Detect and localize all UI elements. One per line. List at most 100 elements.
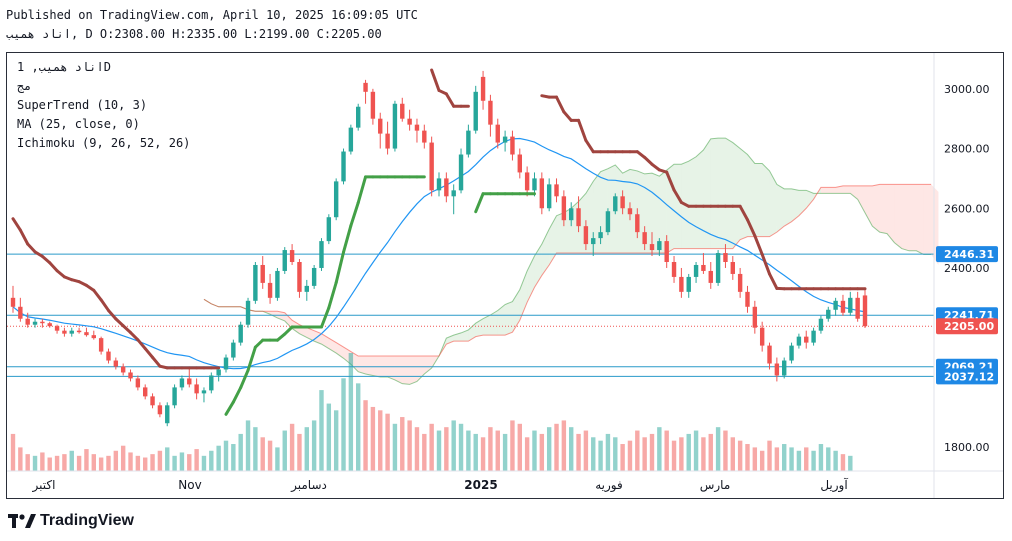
volume-bar xyxy=(209,450,214,471)
candle-body xyxy=(569,208,574,221)
candle xyxy=(598,226,603,245)
volume-bar xyxy=(201,455,207,471)
candle xyxy=(613,193,618,215)
candle xyxy=(326,214,332,245)
candle-body xyxy=(862,295,868,327)
supertrend-segment xyxy=(11,217,22,232)
candle-body xyxy=(128,372,133,379)
candle-body xyxy=(333,181,339,218)
candle xyxy=(209,372,214,394)
candle-body xyxy=(708,270,713,283)
candle-body xyxy=(245,300,251,325)
volume-bar xyxy=(319,390,324,471)
candle xyxy=(627,202,633,221)
candle xyxy=(304,279,309,301)
candle-body xyxy=(855,297,860,319)
tradingview-logo-icon xyxy=(8,514,36,528)
legend-supertrend[interactable]: SuperTrend (10, 3) xyxy=(17,98,147,112)
supertrend-segment xyxy=(18,228,30,246)
candle-body xyxy=(510,136,515,155)
tradingview-logo[interactable]: TradingView xyxy=(8,512,134,530)
candle-body xyxy=(231,342,236,358)
price-axis-label: 1800.00 xyxy=(944,441,990,454)
candle xyxy=(253,262,258,304)
supertrend-segment xyxy=(356,175,368,205)
candle xyxy=(671,256,677,283)
candle-body xyxy=(715,253,721,283)
time-axis: اکتبر Nov دسامبر 2025 فوریه مارس آوریل xyxy=(32,477,849,493)
supertrend-segment xyxy=(239,368,250,390)
volume-bar xyxy=(69,450,74,471)
cloud-segment xyxy=(696,150,704,249)
cloud-segment xyxy=(703,138,711,249)
legend-ichimoku[interactable]: Ichimoku (9, 26, 52, 26) xyxy=(17,136,190,150)
volume-bar xyxy=(532,430,537,471)
supertrend-segment xyxy=(40,254,52,265)
candle-body xyxy=(179,378,185,388)
candle xyxy=(774,357,780,382)
candle xyxy=(201,387,207,403)
supertrend-segment xyxy=(136,338,147,351)
candle xyxy=(106,348,111,364)
candle-body xyxy=(444,178,449,197)
volume-bar xyxy=(488,427,493,471)
supertrend-segment xyxy=(577,118,588,142)
candle-body xyxy=(664,241,669,262)
candle-body xyxy=(759,327,765,346)
candle-body xyxy=(150,396,155,406)
candle-body xyxy=(10,297,16,307)
supertrend-segment xyxy=(584,138,595,154)
candle-body xyxy=(275,270,280,298)
cloud-segment xyxy=(659,170,667,254)
candle xyxy=(407,109,412,131)
candle-body xyxy=(414,124,420,131)
candle-body xyxy=(341,151,346,182)
candle-body xyxy=(466,130,471,155)
volume-bar xyxy=(311,420,317,471)
candle xyxy=(282,247,287,274)
candle xyxy=(502,130,508,152)
candle-body xyxy=(378,118,383,134)
volume-bar xyxy=(818,444,824,471)
candle-body xyxy=(796,336,802,346)
chart-frame[interactable]: 3000.00 2800.00 2600.00 2400.00 1800.00 2446… xyxy=(6,52,1004,499)
candle xyxy=(275,267,280,301)
legend-ma[interactable]: MA (25, close, 0) xyxy=(17,117,140,131)
candle xyxy=(267,273,273,304)
price-axis-label: 2800.00 xyxy=(944,143,990,156)
candle-body xyxy=(69,330,74,334)
candle xyxy=(539,172,545,215)
cloud-segment xyxy=(387,356,395,380)
time-axis-label: مارس xyxy=(700,478,731,493)
candle xyxy=(796,333,802,349)
cloud-segment xyxy=(776,184,785,233)
volume-bar xyxy=(649,433,655,471)
candle-body xyxy=(723,253,728,262)
candle-body xyxy=(400,103,405,119)
volume-bar xyxy=(216,445,221,471)
volume-bar xyxy=(143,457,148,471)
candle-body xyxy=(326,217,332,242)
supertrend-segment xyxy=(26,242,37,254)
volume-bar xyxy=(260,437,265,471)
candle xyxy=(392,100,398,152)
cloud-segment xyxy=(865,185,873,227)
volume-bar xyxy=(848,455,853,471)
candle xyxy=(664,235,669,268)
candle-body xyxy=(561,196,567,221)
cloud-segment xyxy=(835,185,843,194)
candle xyxy=(752,300,758,334)
volume-bar xyxy=(517,423,522,471)
volume-bar xyxy=(715,427,721,471)
candle-body xyxy=(91,335,96,339)
cloud-segment xyxy=(505,301,513,336)
candle-body xyxy=(216,369,221,376)
candlestick-chart[interactable]: 3000.00 2800.00 2600.00 2400.00 1800.00 2446… xyxy=(7,53,1003,498)
supertrend-segment xyxy=(555,95,566,114)
candle-body xyxy=(348,127,354,152)
cloud-segment xyxy=(791,188,799,222)
candle-body xyxy=(304,285,309,292)
volume-bar xyxy=(686,433,691,471)
cloud-segment xyxy=(556,212,564,254)
